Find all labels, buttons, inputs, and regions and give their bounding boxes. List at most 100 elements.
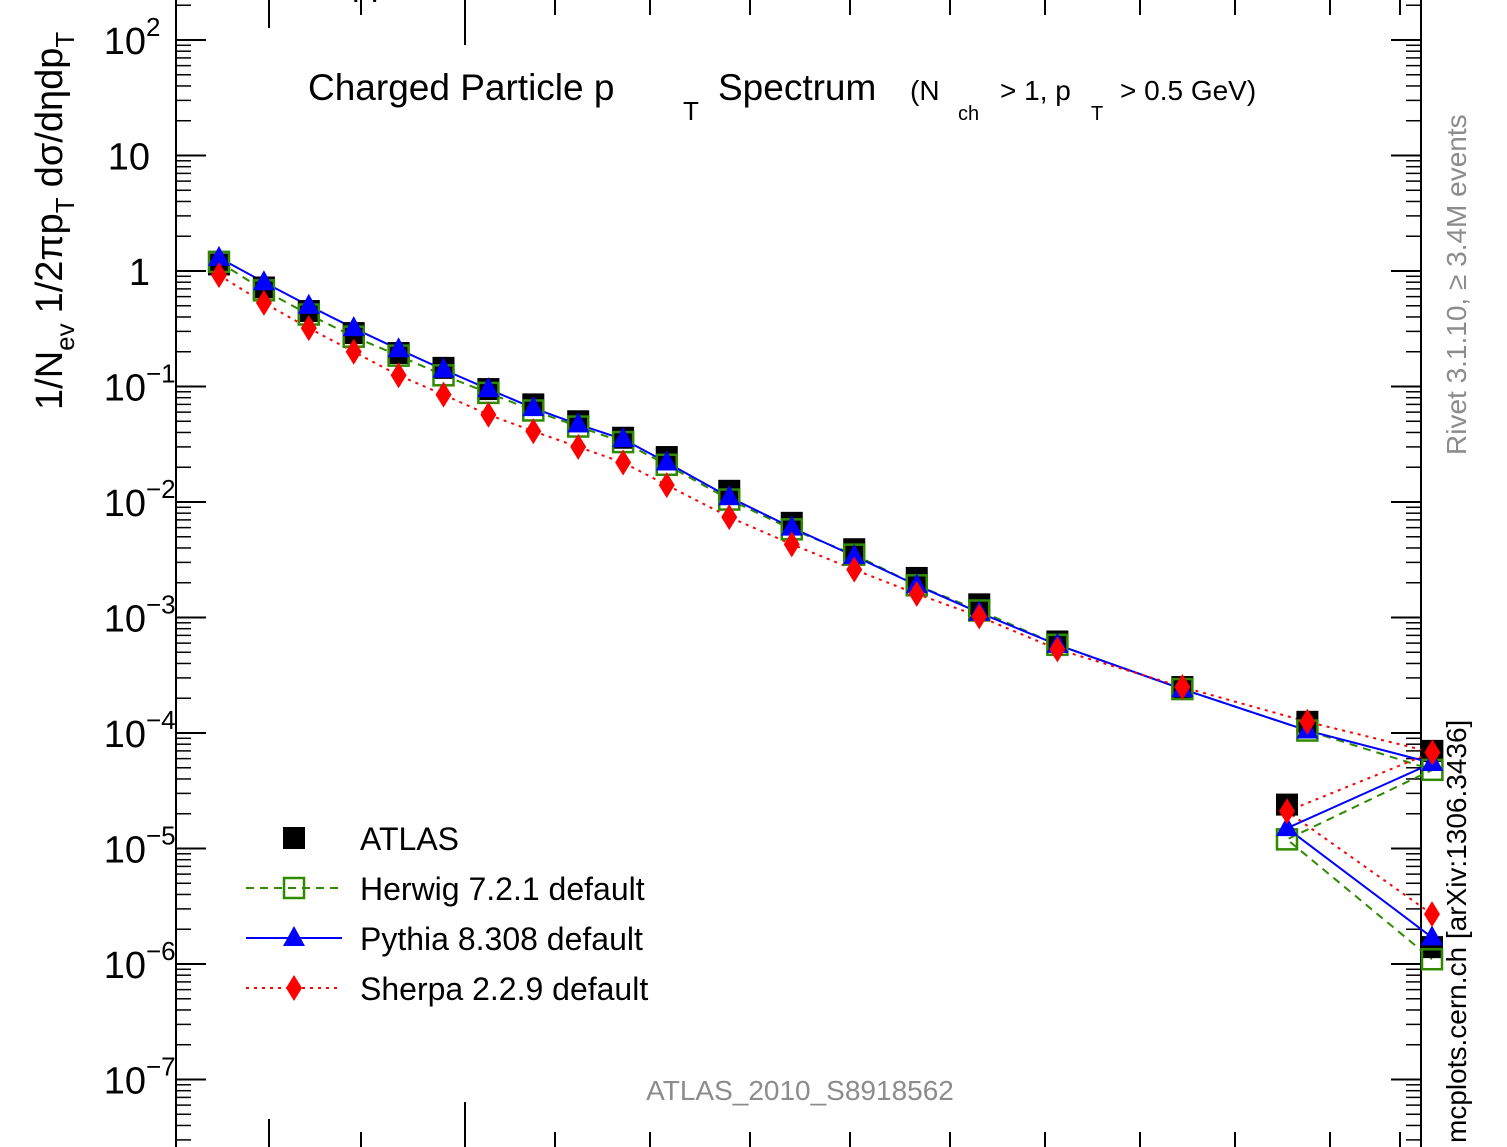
title-cut-mid: > 1, p (1000, 75, 1071, 106)
minor-ticks (176, 4, 1421, 1141)
data-point-pythia (297, 293, 320, 314)
legend-marker (283, 926, 305, 946)
data-point-pythia (612, 427, 635, 448)
y-axis-label: 1/Nev1/2πpTdσ/dηdpT (29, 32, 80, 410)
legend-entry-sherpa: Sherpa 2.2.9 default (246, 971, 648, 1007)
data-point-pythia (843, 544, 866, 565)
data-point-sherpa (1049, 636, 1066, 663)
side-label-bottom: mcplots.cern.ch [arXiv:1306.3436] (1441, 720, 1472, 1143)
side-label-top: Rivet 3.1.10, ≥ 3.4M events (1441, 114, 1472, 455)
y-tick-label: 10 2 (104, 12, 161, 63)
ylabel-c-sub: T (50, 32, 80, 48)
data-point-pythia (387, 337, 410, 358)
series-lines (218, 256, 1436, 960)
svg-text:1/Nev1/2πpTdσ/dηdpT: 1/Nev1/2πpTdσ/dηdpT (29, 32, 80, 410)
title-cut-close: > 0.5 GeV) (1120, 75, 1256, 106)
data-point-sherpa (658, 472, 675, 499)
y-tick-label: 10 −6 (104, 936, 176, 987)
data-point-pythia (1421, 925, 1443, 946)
data-point-sherpa (1174, 674, 1191, 701)
data-point-sherpa (971, 603, 988, 630)
data-point-sherpa (435, 381, 452, 408)
title-sub: T (683, 96, 699, 126)
legend-label: Herwig 7.2.1 default (360, 871, 645, 907)
data-point-sherpa (390, 362, 407, 389)
title-cut-sub2: T (1091, 103, 1103, 125)
data-point-pythia (655, 450, 678, 471)
data-point-sherpa (525, 418, 542, 445)
legend-label: Sherpa 2.2.9 default (360, 971, 648, 1007)
y-tick-label: 10 −4 (104, 705, 176, 756)
analysis-annotation: ATLAS_2010_S8918562 (646, 1075, 954, 1106)
svg-text:−7: −7 (146, 1052, 176, 1082)
data-point-sherpa (255, 289, 272, 316)
title-cut-open: (N (910, 75, 940, 106)
data-point-pythia (252, 270, 275, 291)
svg-text:Charged Particle p: Charged Particle p (308, 67, 614, 108)
series-line-pythia (218, 256, 1436, 939)
data-point-pythia (477, 377, 500, 398)
ylabel-b: 1/2πp (29, 213, 71, 313)
svg-text:10: 10 (104, 1061, 146, 1103)
data-point-pythia (208, 245, 230, 266)
data-point-sherpa (1424, 901, 1440, 928)
title-suffix: Spectrum (718, 67, 876, 108)
data-point-pythia (780, 515, 803, 536)
svg-text:2: 2 (146, 12, 160, 42)
x-ticks (268, 0, 1401, 1147)
svg-text:10: 10 (104, 945, 146, 987)
data-point-sherpa (211, 262, 227, 289)
data-point-sherpa (480, 401, 497, 428)
svg-text:−6: −6 (146, 936, 176, 966)
data-point-herwig (1420, 947, 1444, 971)
svg-text:−5: −5 (146, 821, 176, 851)
ylabel-a: 1/N (29, 351, 71, 410)
series-line-sherpa (218, 274, 1436, 916)
data-point-sherpa (570, 433, 587, 460)
data-point-sherpa (783, 531, 800, 558)
data-point-pythia (567, 412, 590, 433)
y-tick-label: 10 −1 (104, 359, 176, 410)
svg-text:10: 10 (108, 137, 150, 179)
ylabel-b-sub: T (50, 197, 80, 213)
y-tick-label: 10 −2 (104, 474, 176, 525)
top-partial-label: pp (352, 0, 390, 3)
legend-entry-herwig: Herwig 7.2.1 default (246, 871, 645, 907)
data-point-pythia (432, 357, 455, 378)
svg-text:10: 10 (104, 368, 146, 410)
svg-text:−3: −3 (146, 590, 176, 620)
data-point-pythia (718, 485, 741, 506)
legend-entry-atlas: ATLAS (283, 821, 459, 857)
ylabel-c: dσ/dηdp (29, 48, 71, 188)
y-tick-label: 10 −3 (104, 590, 176, 641)
title-cut-sub1: ch (958, 103, 979, 125)
legend-marker (282, 876, 306, 900)
data-point-pythia (1276, 816, 1298, 837)
data-point-sherpa (615, 449, 632, 476)
data-point-sherpa (908, 580, 925, 607)
data-point-sherpa (1299, 708, 1316, 735)
data-point-pythia (522, 396, 545, 417)
svg-text:mcplots.cern.ch [arXiv:1306.34: mcplots.cern.ch [arXiv:1306.3436] (1441, 720, 1472, 1143)
data-point-sherpa (846, 556, 863, 583)
svg-text:10: 10 (104, 483, 146, 525)
y-tick-label: 10 −7 (104, 1052, 176, 1103)
svg-text:1: 1 (129, 252, 150, 294)
y-tick-label: 10 −5 (104, 821, 176, 872)
legend-label: Pythia 8.308 default (360, 921, 643, 957)
data-point-sherpa (300, 315, 317, 342)
data-point-pythia (342, 316, 365, 337)
ylabel-a-sub: ev (50, 323, 80, 350)
svg-text:10: 10 (104, 830, 146, 872)
y-tick-label: 1 (129, 252, 150, 294)
plot-frame (175, 0, 1422, 1147)
legend-marker (283, 827, 305, 849)
major-ticks (176, 39, 1421, 1081)
data-point-sherpa (1279, 798, 1295, 825)
y-tick-label: 10 (108, 137, 150, 179)
chart-title: Charged Particle p T Spectrum (N ch > 1,… (308, 67, 1256, 126)
title-text: Charged Particle p (308, 67, 614, 108)
svg-text:10: 10 (104, 599, 146, 641)
